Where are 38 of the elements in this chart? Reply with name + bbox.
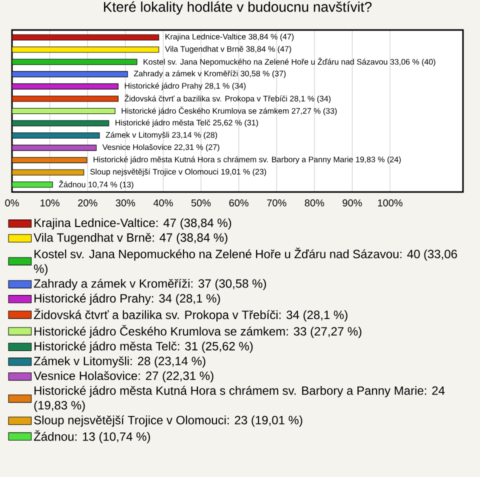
x-tick-label: 90%: [342, 199, 362, 206]
data-label: Kostel sv. Jana Nepomuckého na Zelené Hoře u Žďáru nad Sázavou 33,06 % (40): [144, 58, 436, 66]
legend-label: Historické jádro Prahy: 34 (28,1 %): [34, 294, 220, 306]
legend-label: Vila Tugendhat v Brně: 47 (38,84 %): [34, 232, 228, 244]
data-label: Krajina Lednice-Valtice 38,84 % (47): [166, 34, 294, 42]
legend-label: Historické jádro města Kutná Hora s chrámem sv. Barbory a Panny Marie: 24 (19,83 %): [34, 386, 445, 412]
chart-title: Které lokality hodláte v budoucnu navštívit?: [104, 1, 372, 15]
legend-label: Krajina Lednice-Valtice: 47 (38,84 %): [34, 218, 232, 230]
legend-label: Vesnice Holašovice: 27 (22,31 %): [34, 371, 214, 382]
x-tick-label: 80%: [304, 199, 324, 206]
legend-label: Zahrady a zámek v Kroměříži: 37 (30,58 %): [34, 278, 266, 290]
data-label: Zahrady a zámek v Kroměříži 30,58 % (37): [134, 70, 286, 78]
data-label: Vesnice Holašovice 22,31 % (27): [102, 144, 220, 152]
x-tick-label: 20%: [78, 199, 98, 206]
x-tick-label: 30%: [116, 199, 136, 206]
data-label: Sloup nejsvětější Trojice v Olomouci 19,01 % (23): [90, 168, 266, 176]
legend-label: Historické jádro Českého Krumlova se zámkem: 33 (27,27 %): [34, 324, 362, 338]
legend-label: Historické jádro města Telč: 31 (25,62 %): [34, 341, 253, 353]
data-label: Historické jádro Prahy 28,1 % (34): [124, 82, 246, 90]
legend-label: Sloup nejsvětější Trojice v Olomouci: 23 (19,01 %): [34, 415, 302, 427]
x-tick-label: 50%: [191, 199, 211, 206]
data-label: Žádnou 10,74 % (13): [58, 180, 134, 189]
data-label: Historické jádro města Kutná Hora s chrámem sv. Barbory a Panny Marie 19,83 % (24): [94, 156, 401, 164]
data-label: Historické jádro Českého Krumlova se zámkem 27,27 % (33): [122, 106, 337, 116]
data-label: Zámek v Litomyšli 23,14 % (28): [106, 132, 218, 140]
x-tick-label: 100%: [378, 199, 402, 206]
x-tick-label: 0%: [5, 199, 19, 206]
legend-label: Kostel sv. Jana Nepomuckého na Zelené Hoře u Žďáru nad Sázavou: 40 (33,06 %): [34, 248, 457, 276]
legend-label: Zámek v Litomyšli: 28 (23,14 %): [34, 356, 206, 368]
legend-label: Žádnou: 13 (10,74 %): [34, 430, 150, 444]
x-tick-label: 40%: [153, 199, 173, 206]
x-tick-label: 60%: [229, 199, 248, 206]
x-tick-label: 10%: [40, 199, 60, 206]
data-label: Historické jádro města Telč 25,62 % (31): [116, 119, 258, 128]
x-tick-label: 70%: [267, 199, 286, 206]
data-label: Vila Tugendhat v Brně 38,84 % (47): [164, 46, 292, 54]
data-label: Židovská čtvrť a bazilika sv. Prokopa v Třebíči 28,1 % (34): [124, 94, 331, 104]
legend-label: Židovská čtvrť a bazilika sv. Prokopa v Třebíči: 34 (28,1 %): [34, 308, 348, 322]
